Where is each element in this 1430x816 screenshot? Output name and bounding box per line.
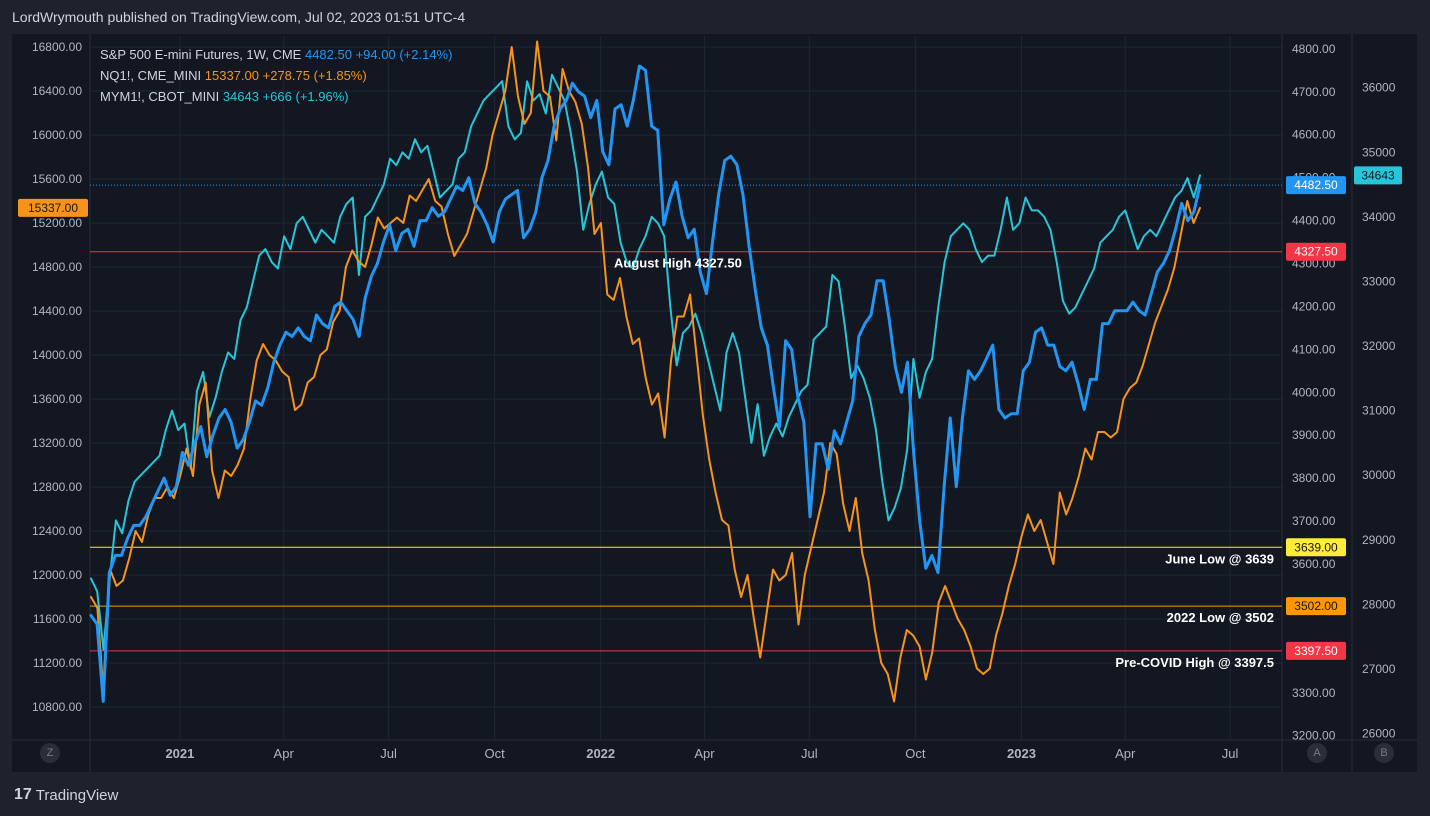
right-a-tick-label: 4700.00 [1292,85,1336,99]
left-tick-label: 14400.00 [32,304,82,318]
right-b-tick-label: 32000 [1362,339,1396,353]
right-b-tick-label: 30000 [1362,468,1396,482]
right-a-tick-label: 4200.00 [1292,299,1336,313]
tradingview-logo-icon: 17 [14,786,32,803]
x-tick-label: 2021 [165,746,194,761]
right-b-tick-label: 28000 [1362,597,1396,611]
right-a-tick-label: 4600.00 [1292,128,1336,142]
left-tick-label: 10800.00 [32,700,82,714]
left-tick-label: 14800.00 [32,260,82,274]
legend-value-mym: 34643 [222,89,259,104]
right-a-tick-label: 4800.00 [1292,42,1336,56]
x-tick-label: Apr [274,746,295,761]
x-tick-label: Oct [905,746,926,761]
level-label: Pre-COVID High @ 3397.5 [1115,655,1274,670]
level-label: 2022 Low @ 3502 [1167,610,1274,625]
left-tick-label: 12000.00 [32,568,82,582]
right-a-tick-label: 3900.00 [1292,428,1336,442]
x-tick-label: 2022 [586,746,615,761]
level-badge: 3639.00 [1294,540,1338,554]
chart-panel[interactable] [12,34,1417,772]
right-a-tick-label: 3600.00 [1292,557,1336,571]
series-line-left [90,40,1201,703]
x-tick-label: Apr [1115,746,1136,761]
legend-value-es: 4482.50 [304,47,352,62]
x-tick-label: Jul [1222,746,1239,761]
level-badge: 3397.50 [1294,644,1338,658]
legend-change-es: +94.00 (+2.14%) [355,47,453,62]
legend-row-nq[interactable]: NQ1!, CME_MINI 15337.00 +278.75 (+1.85%) [100,65,452,86]
x-tick-label: Apr [694,746,715,761]
left-tick-label: 13600.00 [32,392,82,406]
right-a-tick-label: 3800.00 [1292,471,1336,485]
legend-row-es[interactable]: S&P 500 E-mini Futures, 1W, CME 4482.50 … [100,44,452,65]
left-tick-label: 12400.00 [32,524,82,538]
left-tick-label: 15200.00 [32,216,82,230]
timezone-button[interactable]: Z [40,743,60,763]
footer-brand-text: TradingView [35,786,119,804]
series-line-a [89,64,1202,703]
right-b-tick-label: 29000 [1362,533,1396,547]
mym-last-badge-bg [1354,166,1402,185]
level-badge: 4327.50 [1294,245,1338,259]
legend-name-es: S&P 500 E-mini Futures, 1W, CME [100,47,302,62]
nq-last-badge-bg [18,198,88,217]
x-tick-label: Jul [801,746,818,761]
footer-brand[interactable]: 17 TradingView [14,786,118,804]
left-tick-label: 16800.00 [32,40,82,54]
legend-row-mym[interactable]: MYM1!, CBOT_MINI 34643 +666 (+1.96%) [100,86,452,107]
level-badge-bg [1286,597,1346,616]
left-tick-label: 15600.00 [32,172,82,186]
legend-change-mym: +666 (+1.96%) [262,89,349,104]
mym-last-badge: 34643 [1361,168,1395,182]
legend-value-nq: 15337.00 [204,68,259,83]
right-b-tick-label: 34000 [1362,210,1396,224]
left-tick-label: 12800.00 [32,480,82,494]
right-b-tick-label: 35000 [1362,145,1396,159]
es-last-badge: 4482.50 [1294,178,1338,192]
nq-last-badge: 15337.00 [28,201,78,215]
right-a-tick-label: 4000.00 [1292,385,1336,399]
es-last-badge-bg [1286,176,1346,195]
right-a-tick-label: 3700.00 [1292,514,1336,528]
right-b-tick-label: 33000 [1362,274,1396,288]
scale-a-button[interactable]: A [1307,743,1327,763]
x-tick-label: Oct [485,746,506,761]
series-line-b [90,73,1201,651]
left-tick-label: 16000.00 [32,128,82,142]
scale-b-button[interactable]: B [1374,743,1394,763]
right-a-tick-label: 4400.00 [1292,214,1336,228]
right-b-tick-label: 36000 [1362,81,1396,95]
right-a-tick-label: 3200.00 [1292,729,1336,743]
left-tick-label: 14000.00 [32,348,82,362]
level-badge-bg [1286,242,1346,261]
right-b-tick-label: 26000 [1362,727,1396,741]
left-tick-label: 11200.00 [33,656,82,670]
x-tick-label: Jul [380,746,397,761]
left-tick-label: 11600.00 [33,612,82,626]
right-a-tick-label: 3300.00 [1292,686,1336,700]
level-label: August High 4327.50 [614,256,742,271]
x-tick-label: 2023 [1007,746,1036,761]
right-a-tick-label: 4100.00 [1292,342,1336,356]
legend-name-nq: NQ1!, CME_MINI [100,68,202,83]
left-tick-label: 13200.00 [32,436,82,450]
legend-name-mym: MYM1!, CBOT_MINI [100,89,220,104]
legend: S&P 500 E-mini Futures, 1W, CME 4482.50 … [100,44,452,107]
level-badge-bg [1286,641,1346,660]
left-tick-label: 16400.00 [32,84,82,98]
right-b-tick-label: 27000 [1362,662,1396,676]
right-b-tick-label: 31000 [1362,404,1396,418]
level-label: June Low @ 3639 [1165,551,1274,566]
legend-change-nq: +278.75 (+1.85%) [262,68,367,83]
level-badge: 3502.00 [1294,599,1338,613]
level-badge-bg [1286,538,1346,557]
publish-info: LordWrymouth published on TradingView.co… [12,9,466,25]
